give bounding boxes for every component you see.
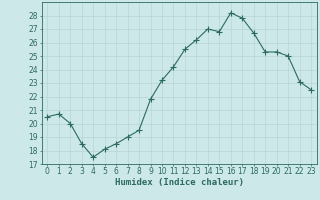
- X-axis label: Humidex (Indice chaleur): Humidex (Indice chaleur): [115, 178, 244, 187]
